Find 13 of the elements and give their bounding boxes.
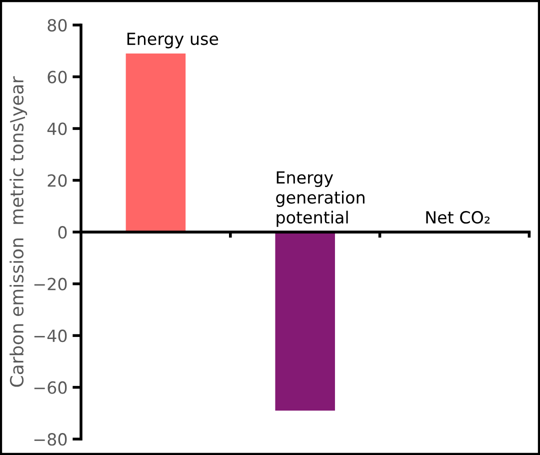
y-tick-label: −80 bbox=[34, 433, 67, 446]
x-tick-label: Energy generation potential bbox=[276, 171, 364, 227]
y-tick-label: 20 bbox=[48, 174, 67, 187]
y-tick-label: 0 bbox=[58, 226, 67, 239]
y-tick-label: 80 bbox=[48, 18, 67, 32]
y-axis-title: Carbon emission metric tons\year bbox=[10, 76, 28, 387]
y-tick-label: −60 bbox=[34, 381, 67, 394]
y-tick-label: 40 bbox=[47, 122, 67, 136]
x-tick-label: Net CO₂ bbox=[426, 211, 490, 224]
y-tick-label: −20 bbox=[34, 278, 67, 290]
y-tick-label: 60 bbox=[48, 70, 67, 84]
y-tick-label: −40 bbox=[34, 330, 67, 342]
x-tick-label: Energy use bbox=[127, 32, 218, 48]
